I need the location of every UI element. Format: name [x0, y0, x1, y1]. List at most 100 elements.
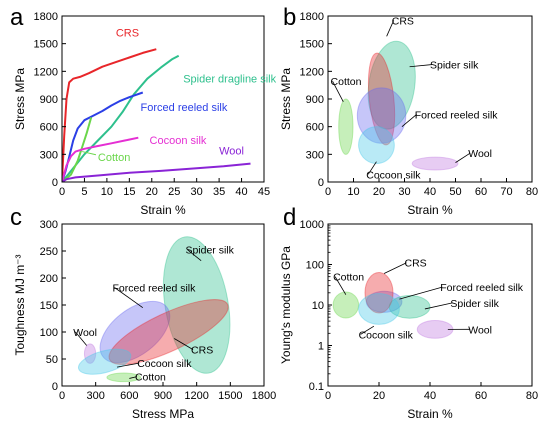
y-tick-label: 1	[318, 341, 324, 353]
y-tick-label: 1200	[300, 66, 324, 78]
label-pointer	[360, 325, 375, 335]
plot-area	[338, 40, 459, 171]
x-tick-label: 40	[424, 186, 436, 198]
x-axis-label: Strain %	[140, 203, 186, 217]
panel-b: b 0 10 20 30 40 50 60 70 80 0 300 600 900 1200 1500 1800…	[279, 4, 538, 217]
region-label: Wool	[73, 327, 97, 339]
region-label: Wool	[468, 148, 492, 160]
x-tick-label: 30	[398, 186, 410, 198]
plot-area	[77, 236, 231, 383]
region-label: Cocoon silk	[359, 329, 414, 341]
region-ellipse	[338, 98, 354, 155]
region-ellipse	[77, 348, 132, 375]
y-tick-label: 1200	[34, 66, 58, 78]
x-tick-label: 60	[475, 186, 487, 198]
label-pointer	[114, 287, 144, 309]
series-label: Spider dragline silk	[183, 73, 276, 85]
region-label: CRS	[405, 258, 427, 270]
x-tick-label: 10	[101, 186, 113, 198]
x-tick-label: 0	[325, 390, 331, 402]
region-ellipse	[388, 295, 431, 319]
y-tick-label: 900	[306, 94, 324, 106]
x-tick-label: 40	[235, 186, 247, 198]
region-ellipse	[364, 272, 394, 314]
region-ellipse	[416, 319, 454, 339]
region-ellipse	[365, 290, 403, 313]
region-ellipse	[83, 343, 97, 364]
region-label: CRS	[392, 15, 414, 27]
region-label: Spider silk	[430, 60, 479, 72]
label-pointer	[409, 64, 433, 68]
panel-label: a	[10, 4, 24, 31]
region-ellipse	[108, 299, 229, 365]
series-label: Wool	[219, 145, 244, 157]
x-tick-label: 0	[325, 186, 331, 198]
x-tick-label: 80	[526, 186, 538, 198]
region-ellipse	[332, 291, 360, 319]
region-label: Forced reeled silk	[440, 282, 524, 294]
y-tick-label: 250	[40, 246, 58, 258]
label-pointer	[174, 338, 194, 350]
x-tick-label: 0	[59, 186, 65, 198]
x-axis-label: Stress MPa	[132, 407, 194, 421]
x-tick-label: 10	[347, 186, 359, 198]
x-tick-label: 50	[449, 186, 461, 198]
label-pointer	[334, 276, 347, 295]
label-pointer	[187, 249, 202, 262]
region-label: CRS	[191, 345, 213, 357]
region-ellipse	[358, 126, 395, 165]
region-ellipse	[99, 300, 171, 364]
y-tick-label: 600	[306, 122, 324, 134]
series-label: CRS	[116, 27, 139, 39]
label-pointer	[383, 262, 407, 274]
x-tick-label: 30	[191, 186, 203, 198]
x-tick-label: 1800	[252, 390, 276, 402]
series-line	[62, 136, 139, 182]
label-pointer	[74, 331, 87, 346]
region-label: Forced reeled silk	[113, 283, 197, 295]
x-tick-label: 20	[373, 186, 385, 198]
label-pointer	[129, 376, 138, 379]
y-tick-label: 1800	[300, 11, 324, 23]
panel-a: a 0 5 10 15 20 25 30 35 40 45 0 300 600 900 1200 1500 180…	[10, 4, 277, 217]
label-pointer	[116, 362, 140, 368]
y-tick-label: 0	[318, 177, 324, 189]
label-pointer	[332, 80, 344, 102]
y-tick-label: 200	[40, 273, 58, 285]
region-label: Cotton	[333, 272, 364, 284]
y-tick-label: 0	[52, 381, 58, 393]
label-pointer	[424, 302, 453, 310]
y-tick-label: 100	[40, 327, 58, 339]
label-pointer	[367, 161, 377, 175]
region-ellipse	[106, 372, 142, 383]
series-label: Forced reeled silk	[141, 102, 228, 114]
x-tick-label: 5	[81, 186, 87, 198]
y-tick-label: 600	[40, 122, 58, 134]
y-tick-label: 1800	[34, 11, 58, 23]
region-ellipse	[367, 52, 396, 146]
series-line	[62, 48, 157, 182]
label-pointer	[455, 152, 471, 163]
label-pointer	[82, 151, 97, 156]
y-tick-label: 1500	[34, 39, 58, 51]
y-tick-label: 300	[40, 219, 58, 231]
label-pointer	[399, 286, 443, 300]
region-ellipse	[162, 236, 231, 374]
x-tick-label: 1200	[184, 390, 208, 402]
y-tick-label: 0	[52, 177, 58, 189]
y-tick-label: 300	[40, 149, 58, 161]
region-label: Cotton	[331, 76, 362, 88]
x-tick-label: 80	[526, 390, 538, 402]
label-pointer	[386, 20, 395, 37]
plot-area	[332, 272, 454, 339]
region-ellipse	[411, 156, 459, 171]
region-label: Spider silk	[185, 245, 234, 257]
label-pointer	[401, 114, 417, 127]
panel-label: b	[283, 4, 296, 31]
region-label: Cotton	[135, 372, 166, 384]
panel-c: c 0 300 600 900 1200 1500 1800 0 50 100 150 200 250 30…	[10, 204, 276, 421]
x-tick-label: 600	[120, 390, 138, 402]
x-tick-label: 70	[500, 186, 512, 198]
y-tick-label: 50	[46, 354, 58, 366]
series-label: Cocoon silk	[150, 135, 207, 147]
